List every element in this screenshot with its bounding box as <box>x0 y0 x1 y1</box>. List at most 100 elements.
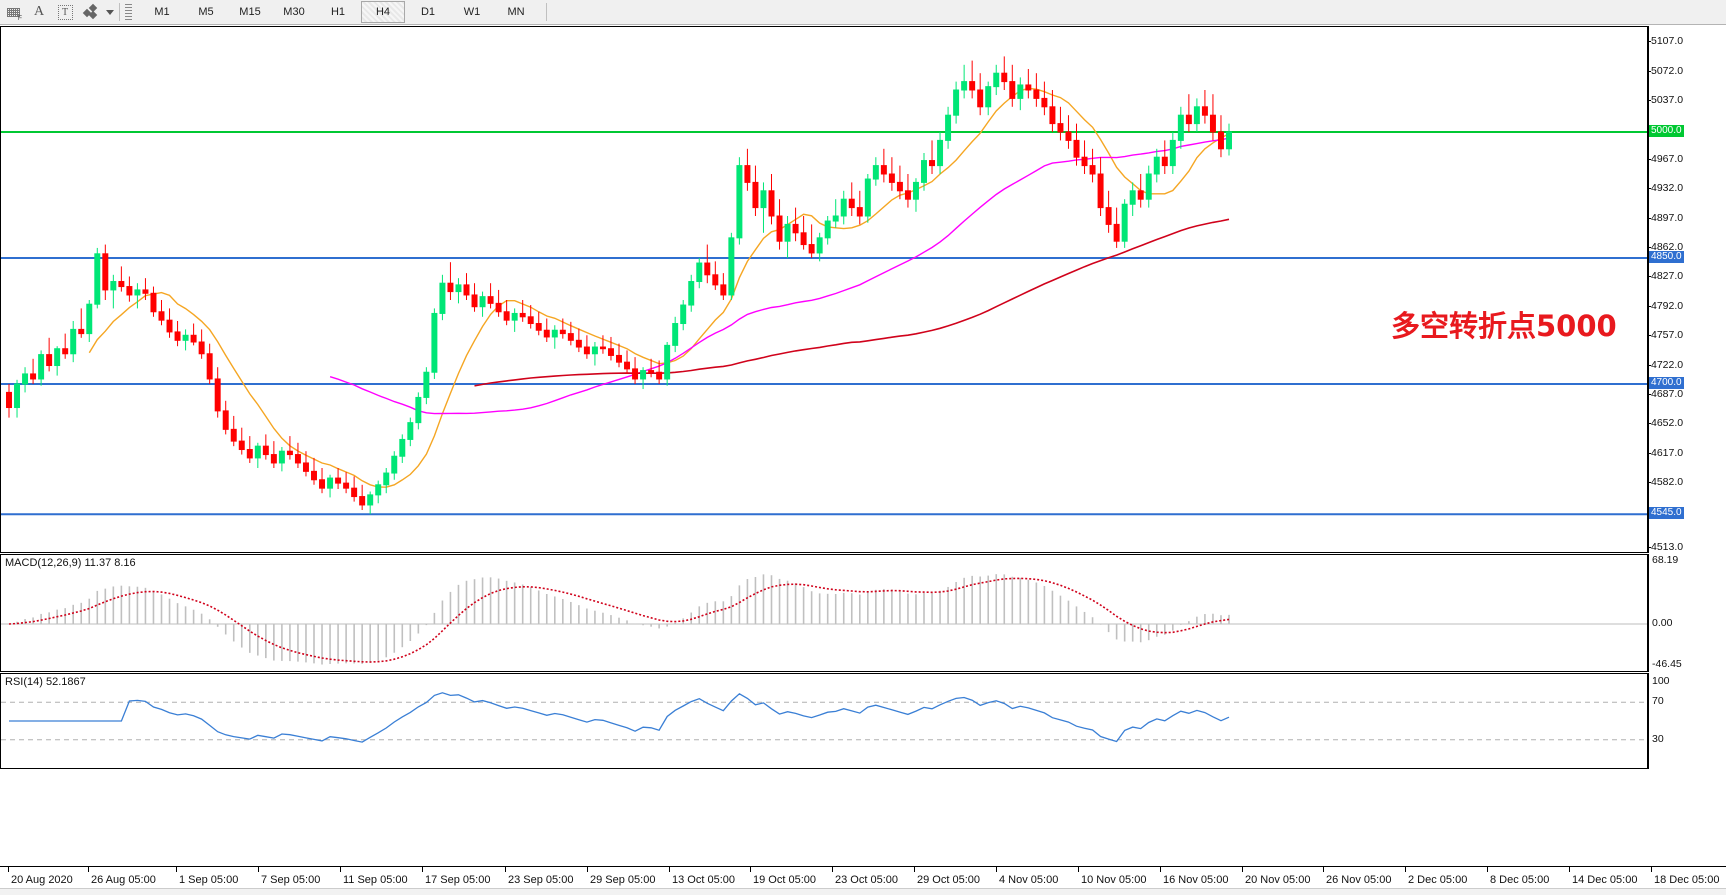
price-tick: 4617.0 <box>1647 446 1684 459</box>
price-level-tag[interactable]: 4850.0 <box>1649 251 1684 263</box>
toolbar: F A T M1 M5 M15 M30 H1 H4 D1 W1 MN <box>0 0 1726 25</box>
time-tick-mark <box>8 867 9 872</box>
timeframe-h4[interactable]: H4 <box>361 1 405 23</box>
chart-area: 多空转折点5000 MACD(12,26,9) 11.37 8.16 RSI(1… <box>0 26 1726 866</box>
price-tick: 4652.0 <box>1647 417 1684 430</box>
macd-axis[interactable]: 68.19 0.00 -46.45 <box>1648 554 1726 672</box>
chart-annotation-text: 多空转折点5000 <box>1391 309 1617 343</box>
price-tick: 4513.0 <box>1647 541 1684 553</box>
time-tick-label: 7 Sep 05:00 <box>261 874 321 886</box>
toolbar-separator-2 <box>546 3 547 21</box>
price-tick: 4932.0 <box>1647 182 1684 195</box>
time-tick-mark <box>1242 867 1243 872</box>
time-tick-mark <box>1405 867 1406 872</box>
timeframe-mn[interactable]: MN <box>507 6 525 18</box>
time-tick-mark <box>1160 867 1161 872</box>
time-tick-mark <box>996 867 997 872</box>
time-tick-mark <box>1323 867 1324 872</box>
time-axis[interactable]: 20 Aug 2020 26 Aug 05:00 1 Sep 05:00 7 Sep … <box>0 866 1726 894</box>
time-tick-label: 14 Dec 05:00 <box>1572 874 1638 886</box>
time-tick-label: 17 Sep 05:00 <box>425 874 491 886</box>
time-tick-mark <box>1651 867 1652 872</box>
time-tick-label: 23 Sep 05:00 <box>508 874 574 886</box>
time-tick-label: 20 Aug 2020 <box>11 874 73 886</box>
time-tick-label: 2 Dec 05:00 <box>1408 874 1468 886</box>
rsi-tick: 30 <box>1652 732 1664 745</box>
price-pane[interactable]: 多空转折点5000 <box>0 26 1648 553</box>
time-tick-mark <box>422 867 423 872</box>
price-level-tag[interactable]: 4545.0 <box>1649 507 1684 520</box>
rsi-pane[interactable]: RSI(14) 52.1867 <box>0 673 1648 769</box>
time-tick-mark <box>914 867 915 872</box>
grid-icon[interactable]: F <box>0 1 26 23</box>
time-tick-mark <box>669 867 670 872</box>
time-tick-label: 1 Sep 05:00 <box>179 874 239 886</box>
rsi-indicator-label: RSI(14) 52.1867 <box>5 676 86 688</box>
macd-pane[interactable]: MACD(12,26,9) 11.37 8.16 <box>0 554 1648 672</box>
price-tick: 5037.0 <box>1647 93 1684 106</box>
time-tick-label: 11 Sep 05:00 <box>343 874 408 886</box>
macd-chart-canvas <box>1 574 1647 665</box>
price-tick: 4757.0 <box>1647 329 1684 342</box>
time-tick-label: 26 Aug 05:00 <box>91 874 156 886</box>
timeframe-m1[interactable]: M1 <box>154 6 170 18</box>
price-tick: 4862.0 <box>1647 240 1684 253</box>
timeframe-m15[interactable]: M15 <box>239 6 261 18</box>
timeframe-m5[interactable]: M5 <box>198 6 214 18</box>
price-level-tag[interactable]: 4700.0 <box>1649 377 1684 389</box>
time-tick-mark <box>587 867 588 872</box>
time-tick-mark <box>258 867 259 872</box>
timeframe-d1[interactable]: D1 <box>420 6 436 18</box>
time-tick-label: 29 Sep 05:00 <box>590 874 656 886</box>
price-tick: 4897.0 <box>1647 211 1684 224</box>
macd-indicator-label: MACD(12,26,9) 11.37 8.16 <box>5 557 136 569</box>
price-tick: 4827.0 <box>1647 270 1684 283</box>
price-tick: 5107.0 <box>1647 35 1684 48</box>
time-tick-mark <box>505 867 506 872</box>
time-tick-mark <box>1487 867 1488 872</box>
time-tick-mark <box>88 867 89 872</box>
toolbar-separator <box>119 3 120 21</box>
time-tick-label: 10 Nov 05:00 <box>1081 874 1147 886</box>
time-tick-label: 4 Nov 05:00 <box>999 874 1059 886</box>
time-tick-mark <box>1078 867 1079 872</box>
price-tick: 4722.0 <box>1647 358 1684 371</box>
time-tick-label: 8 Dec 05:00 <box>1490 874 1550 886</box>
text-label-icon[interactable]: A <box>33 4 45 19</box>
time-tick-mark <box>832 867 833 872</box>
time-tick-label: 18 Dec 05:00 <box>1654 874 1720 886</box>
timeframe-m30[interactable]: M30 <box>283 6 305 18</box>
time-tick-label: 16 Nov 05:00 <box>1163 874 1229 886</box>
time-tick-label: 20 Nov 05:00 <box>1245 874 1311 886</box>
macd-tick: 0.00 <box>1652 616 1673 629</box>
macd-tick: 68.19 <box>1652 554 1679 566</box>
periods-handle-icon[interactable] <box>125 4 132 20</box>
time-tick-label: 26 Nov 05:00 <box>1326 874 1392 886</box>
text-box-icon[interactable]: T <box>52 1 78 23</box>
price-level-tag[interactable]: 5000.0 <box>1649 125 1684 137</box>
price-tick: 4792.0 <box>1647 299 1684 312</box>
timeframe-w1[interactable]: W1 <box>463 6 481 18</box>
price-tick: 5072.0 <box>1647 64 1684 77</box>
rsi-tick: 100 <box>1652 675 1670 687</box>
time-tick-mark <box>1569 867 1570 872</box>
rsi-chart-canvas <box>1 692 1647 743</box>
objects-dropdown-caret-icon[interactable] <box>106 9 114 15</box>
time-tick-mark <box>176 867 177 872</box>
time-tick-mark <box>750 867 751 872</box>
time-tick-label: 13 Oct 05:00 <box>672 874 735 886</box>
time-tick-label: 19 Oct 05:00 <box>753 874 816 886</box>
price-axis[interactable]: 5107.0 5072.0 5037.0 4967.0 4932.0 4897.0 4862… <box>1647 26 1726 553</box>
macd-tick: -46.45 <box>1652 658 1682 670</box>
rsi-axis[interactable]: 100 70 30 <box>1648 673 1726 769</box>
price-chart-canvas <box>1 56 1647 516</box>
objects-icon[interactable] <box>78 1 104 23</box>
rsi-tick: 70 <box>1652 695 1664 708</box>
bottom-strip <box>0 888 1726 895</box>
price-tick: 4967.0 <box>1647 152 1684 165</box>
time-tick-mark <box>340 867 341 872</box>
time-tick-label: 23 Oct 05:00 <box>835 874 898 886</box>
price-tick: 4582.0 <box>1647 476 1684 489</box>
time-tick-label: 29 Oct 05:00 <box>917 874 980 886</box>
timeframe-h1[interactable]: H1 <box>330 6 346 18</box>
